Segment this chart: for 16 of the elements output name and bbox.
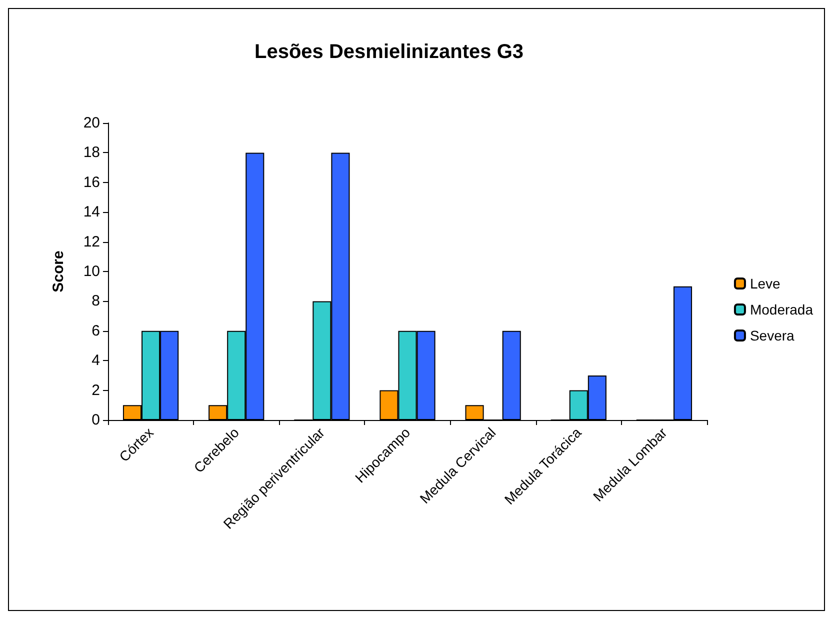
- y-tick-label: 18: [83, 144, 100, 162]
- y-tick-label: 16: [83, 174, 100, 191]
- y-tick-label: 20: [83, 114, 100, 132]
- y-tick-label: 4: [92, 352, 100, 370]
- legend-label: Moderada: [750, 302, 814, 318]
- legend-label: Severa: [750, 328, 795, 344]
- y-tick-label: 2: [92, 382, 100, 399]
- legend-label: Leve: [750, 276, 781, 292]
- y-tick-label: 6: [92, 322, 100, 340]
- y-tick-label: 14: [83, 204, 100, 221]
- chart-title: Lesões Desmielinizantes G3: [254, 41, 524, 63]
- y-tick-label: 8: [92, 292, 100, 310]
- y-tick-label: 0: [92, 412, 100, 428]
- y-tick-label: 10: [83, 263, 100, 280]
- y-tick-label: 12: [83, 233, 100, 250]
- y-axis-title: Score: [50, 250, 67, 292]
